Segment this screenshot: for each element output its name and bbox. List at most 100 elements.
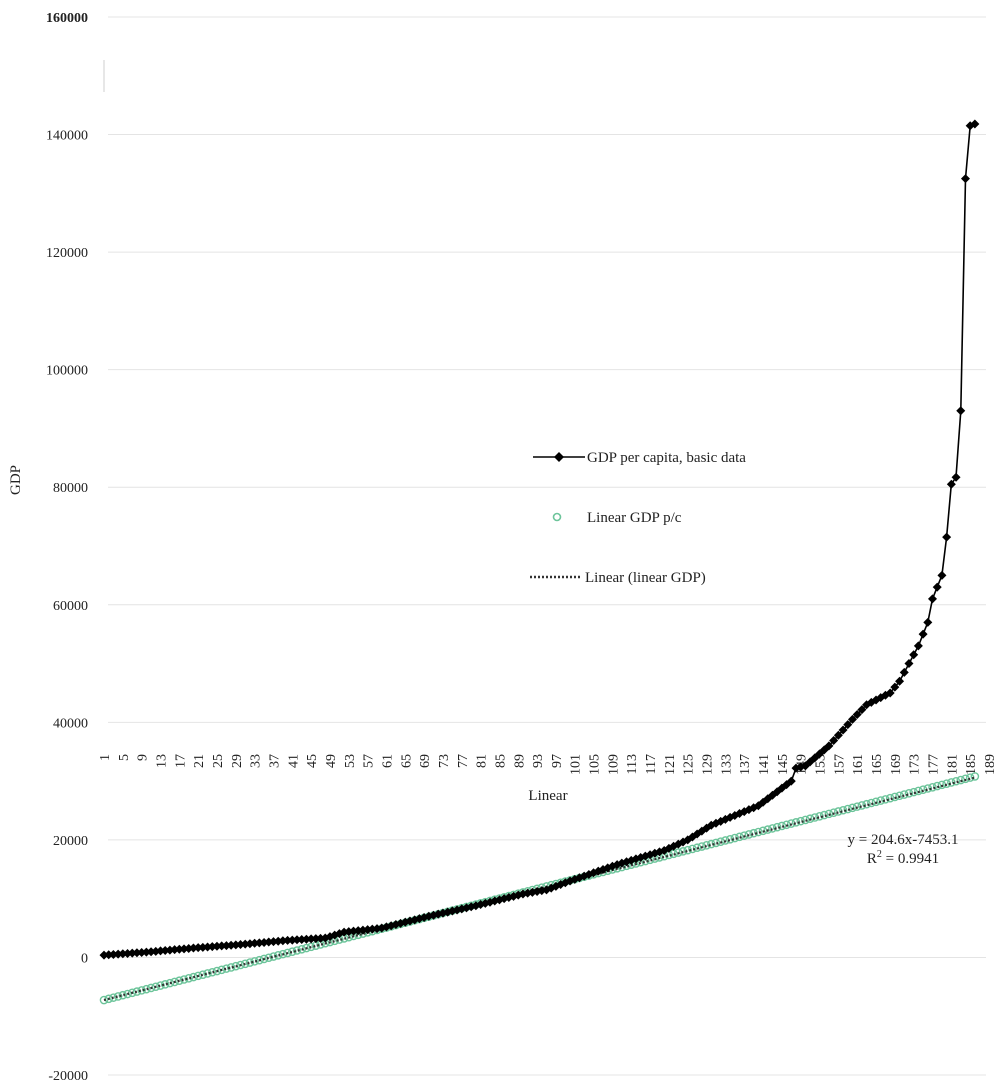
linear-gdp-point	[179, 975, 189, 984]
linear-gdp-point	[909, 787, 918, 797]
x-tick-label: 13	[154, 754, 169, 768]
gdp-point	[838, 725, 848, 735]
x-tick-label: 73	[437, 754, 452, 768]
gdp-point	[946, 479, 956, 489]
x-tick-label: 37	[267, 754, 282, 768]
linear-gdp-point	[758, 826, 768, 836]
x-tick-label: 189	[983, 754, 998, 775]
y-axis-title: GDP	[8, 465, 24, 495]
gdp-point	[909, 650, 919, 660]
legend-label-linear-gdp-pc: Linear GDP p/c	[587, 510, 682, 526]
y-tick-label: 80000	[53, 481, 88, 496]
x-tick-label: 121	[663, 754, 678, 775]
x-tick-label: 25	[211, 754, 226, 768]
x-tick-label: 105	[588, 754, 603, 775]
linear-gdp-point	[269, 952, 278, 961]
x-tick-label: 93	[531, 754, 546, 768]
x-tick-label: 177	[927, 754, 942, 775]
y-tick-labels: -20000 0 20000 40000 60000 80000 100000 120000 1…	[46, 11, 88, 1084]
legend-item-linear-trend: Linear (linear GDP)	[530, 570, 706, 586]
gdp-point	[843, 720, 853, 730]
gdp-point	[937, 570, 947, 580]
linear-gdp-point	[99, 995, 109, 1005]
x-tick-label: 97	[550, 754, 565, 768]
gdp-point	[786, 776, 796, 786]
x-tick-label: 161	[851, 754, 866, 775]
trendline-equation: y = 204.6x-7453.1	[848, 832, 959, 848]
linear-gdp-point	[749, 828, 758, 838]
x-axis-title: Linear	[528, 788, 567, 804]
x-tick-label: 53	[343, 754, 358, 768]
y-tick-label: 20000	[53, 834, 88, 849]
y-tick-label: -20000	[48, 1069, 88, 1084]
gdp-point	[250, 938, 260, 948]
linear-gdp-point	[970, 772, 980, 781]
linear-gdp-point	[160, 980, 170, 989]
linear-gdp-point	[292, 946, 302, 955]
x-tick-labels: 1 5 9 13 17 21 25 29 33 37 41 45 49 53 57 61 65 69 73 77 81 8…	[98, 754, 998, 775]
gdp-point	[885, 688, 895, 698]
legend-item-linear-gdp-pc: Linear GDP p/c	[552, 510, 682, 526]
linear-gdp-point	[904, 789, 914, 798]
linear-gdp-point	[735, 832, 744, 842]
linear-gdp-point	[754, 827, 763, 837]
linear-gdp-point	[881, 795, 890, 804]
y-tick-label: 100000	[46, 364, 88, 379]
linear-gdp-point	[815, 812, 824, 821]
x-tick-label: 41	[286, 754, 301, 768]
x-tick-label: 117	[644, 754, 659, 774]
legend-label-gdp-per-capita: GDP per capita, basic data	[587, 450, 746, 466]
x-tick-label: 77	[456, 754, 471, 768]
gdp-point	[970, 119, 980, 129]
linear-gdp-point	[843, 804, 853, 814]
series-gdp-per-capita	[99, 119, 980, 960]
x-tick-label: 137	[738, 754, 753, 775]
linear-gdp-point	[706, 839, 716, 849]
x-tick-label: 145	[776, 754, 791, 775]
legend-circle-marker	[552, 512, 562, 522]
r2-value: = 0.9941	[882, 851, 939, 867]
linear-gdp-point	[824, 809, 834, 819]
y-tick-label: 120000	[46, 246, 88, 261]
x-tick-label: 5	[117, 754, 132, 761]
gdp-point	[904, 659, 914, 669]
x-tick-label: 185	[964, 754, 979, 775]
r2-prefix: R	[867, 851, 877, 867]
linear-gdp-point	[932, 781, 942, 791]
x-tick-label: 65	[399, 754, 414, 768]
linear-gdp-point	[297, 944, 307, 954]
linear-gdp-point	[961, 774, 970, 784]
x-tick-label: 89	[512, 754, 527, 768]
gdp-point	[833, 730, 843, 740]
linear-gdp-point	[801, 815, 810, 825]
x-tick-label: 165	[870, 754, 885, 775]
x-tick-label: 57	[362, 754, 377, 768]
linear-gdp-point	[711, 838, 721, 848]
legend-diamond-marker	[554, 452, 564, 462]
gdp-point	[951, 472, 961, 482]
x-tick-label: 61	[380, 754, 395, 768]
x-tick-label: 133	[719, 754, 734, 775]
linear-gdp-point	[777, 821, 787, 831]
y-tick-label: 60000	[53, 599, 88, 614]
linear-gdp-point	[692, 843, 702, 853]
gdp-point	[942, 532, 952, 542]
y-tick-label: 160000	[46, 11, 88, 26]
x-tick-label: 49	[324, 754, 339, 768]
legend-item-gdp-per-capita: GDP per capita, basic data	[533, 450, 746, 466]
linear-gdp-point	[203, 969, 212, 978]
x-tick-label: 21	[192, 754, 207, 768]
linear-gdp-point	[118, 990, 128, 1000]
x-tick-label: 173	[908, 754, 923, 775]
linear-gdp-point	[184, 973, 194, 983]
linear-gdp-point	[137, 986, 146, 995]
x-tick-label: 109	[606, 754, 621, 775]
x-tick-label: 125	[682, 754, 697, 775]
x-tick-label: 129	[701, 754, 716, 775]
linear-gdp-point	[867, 798, 876, 808]
gdp-point	[847, 714, 857, 724]
gdp-point	[829, 736, 839, 746]
gdp-point	[960, 174, 970, 184]
x-tick-label: 9	[136, 754, 151, 761]
gdp-point	[918, 629, 928, 639]
